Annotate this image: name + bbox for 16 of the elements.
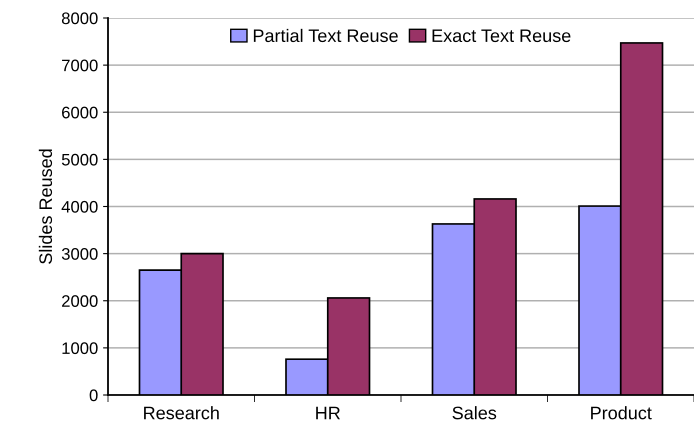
y-tick-label: 6000 [62, 106, 98, 118]
y-tick-label: 5000 [62, 154, 98, 166]
x-tick-label: Sales [452, 406, 496, 420]
y-tick-label: 0 [90, 389, 98, 402]
x-tick-label: Research [144, 406, 219, 420]
y-tick-label: 8000 [62, 12, 98, 24]
y-axis-title: Slides Reused [38, 149, 52, 264]
x-tick-label: Product [591, 406, 652, 420]
x-tick-label: HR [316, 406, 340, 420]
y-tick-label: 7000 [62, 60, 98, 72]
y-tick-label: 3000 [62, 248, 98, 260]
legend-label: Exact Text Reuse [432, 29, 570, 42]
y-tick-label: 4000 [62, 200, 98, 213]
y-tick-label: 1000 [62, 342, 98, 354]
legend-label: Partial Text Reuse [254, 28, 398, 42]
y-tick-label: 2000 [62, 295, 98, 307]
